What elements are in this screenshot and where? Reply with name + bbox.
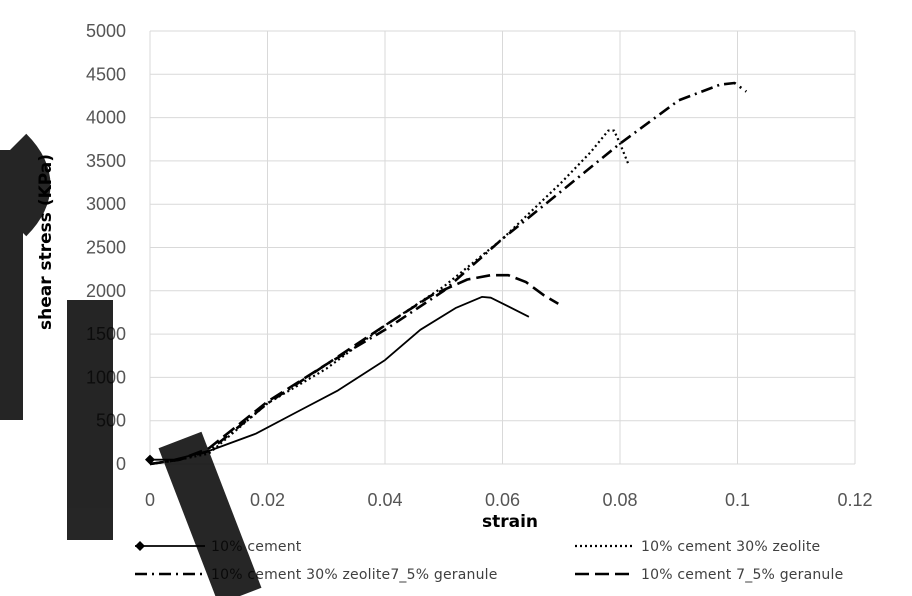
y-tick-label: 3000 <box>86 194 126 214</box>
x-tick-label: 0.08 <box>602 490 637 510</box>
y-tick-label: 4000 <box>86 108 126 128</box>
grid-lines <box>149 30 856 465</box>
x-tick-label: 0.04 <box>367 490 402 510</box>
series-lines <box>145 81 748 466</box>
legend-entry-2: 10% cement 30% zeolite7_5% geranule <box>135 567 498 583</box>
y-tick-label: 2000 <box>86 281 126 301</box>
legend-entry-3: 10% cement 7_5% geranule <box>575 567 843 583</box>
legend-label: 10% cement 30% zeolite <box>641 539 820 555</box>
series-line-3 <box>149 273 559 466</box>
x-tick-label: 0.12 <box>837 490 872 510</box>
series-marker <box>145 454 155 465</box>
series-line-1 <box>149 129 630 466</box>
x-tick-label: 0.1 <box>725 490 750 510</box>
legend-marker <box>135 541 145 551</box>
legend-entry-1: 10% cement 30% zeolite <box>575 539 820 555</box>
y-tick-label: 5000 <box>86 21 126 41</box>
x-axis-title: strain <box>482 512 538 532</box>
y-tick-label: 3500 <box>86 151 126 171</box>
x-tick-label: 0.02 <box>250 490 285 510</box>
x-tick-label: 0.06 <box>485 490 520 510</box>
series-line-0 <box>150 296 530 461</box>
y-tick-label: 2500 <box>86 238 126 258</box>
legend-label: 10% cement 7_5% geranule <box>641 567 843 583</box>
draft-watermark <box>0 133 262 596</box>
y-tick-label: 4500 <box>86 64 126 84</box>
series-line-2 <box>149 81 748 466</box>
x-tick-labels: 0 0.02 0.04 0.06 0.08 0.1 0.12 <box>145 490 873 510</box>
y-tick-label: 0 <box>116 454 126 474</box>
legend-label: 10% cement 30% zeolite7_5% geranule <box>211 567 498 583</box>
x-tick-label: 0 <box>145 490 155 510</box>
